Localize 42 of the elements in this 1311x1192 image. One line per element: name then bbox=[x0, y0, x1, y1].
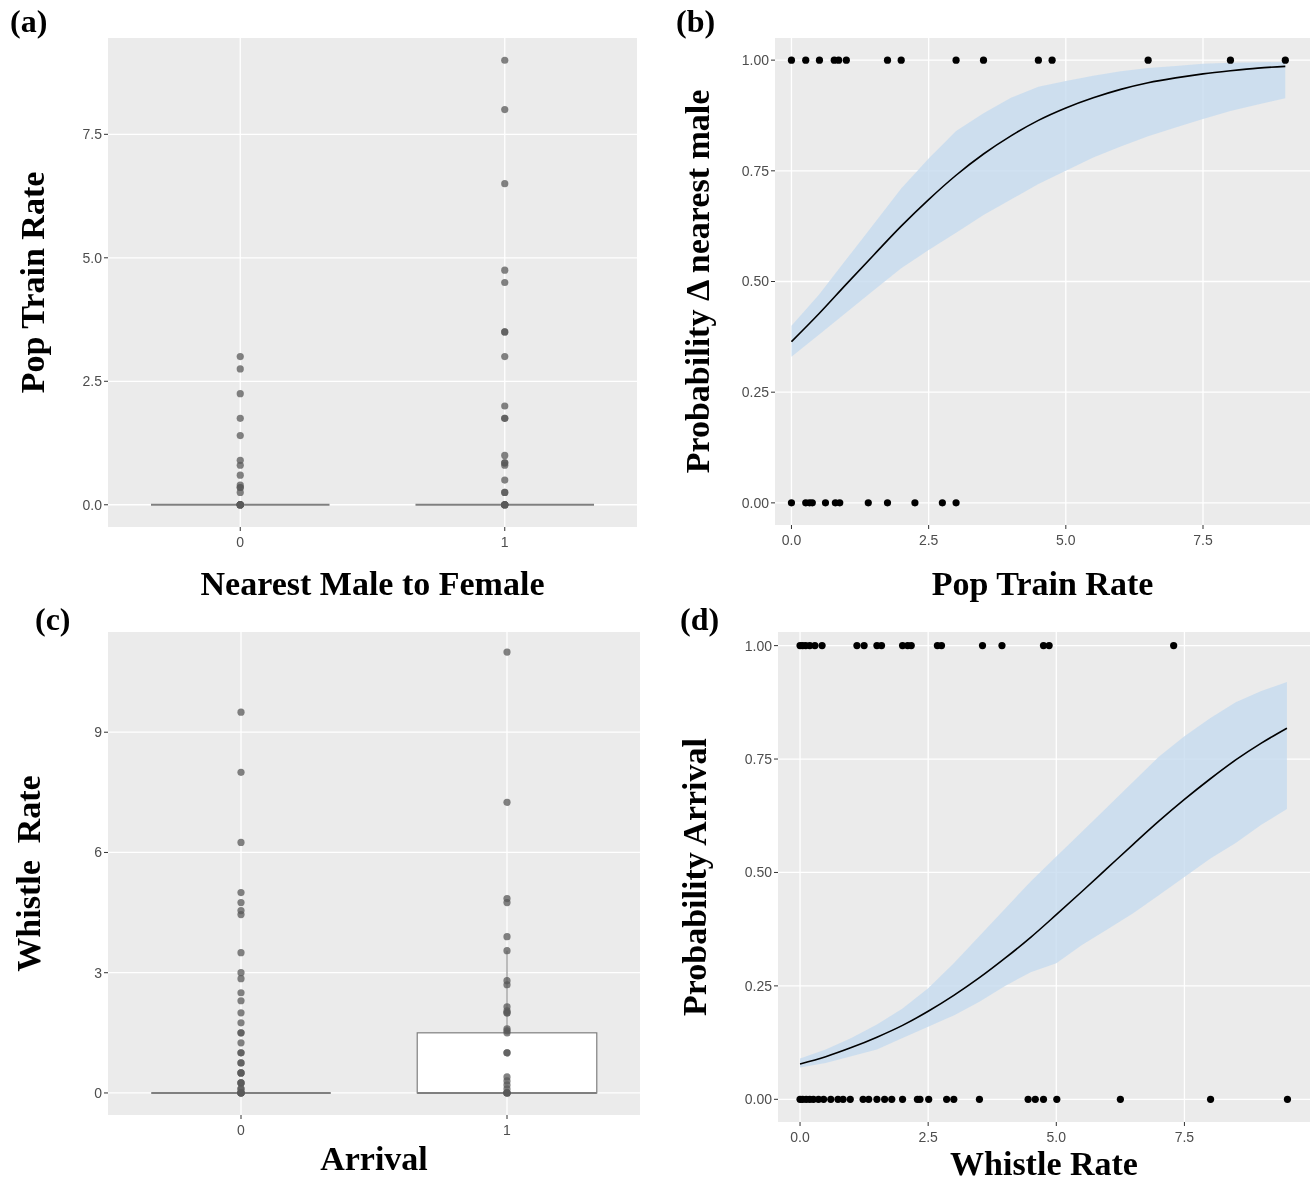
y-tick-label: 1.00 bbox=[744, 637, 773, 654]
y-tick-label: 0.00 bbox=[744, 1091, 773, 1108]
x-tick-label: 2.5 bbox=[918, 532, 939, 548]
y-tick-label: 2.5 bbox=[82, 373, 103, 390]
x-tick-label: 1 bbox=[503, 1122, 512, 1138]
text: (d) bbox=[680, 601, 720, 637]
y-tick-label: 3 bbox=[94, 964, 103, 981]
x-tick-label: 5.0 bbox=[1056, 532, 1076, 548]
x-tick-label: 1 bbox=[500, 534, 509, 550]
y-axis-title: Whistle Rate bbox=[9, 775, 47, 972]
x-axis-title: Pop Train Rate bbox=[931, 565, 1154, 602]
x-axis-title: Nearest Male to Female bbox=[200, 565, 545, 602]
y-axis-title: Probability Arrival bbox=[675, 738, 713, 1016]
y-tick-label: 0.50 bbox=[744, 864, 773, 881]
x-tick-label: 7.5 bbox=[1174, 1129, 1195, 1145]
x-tick-label: 0 bbox=[236, 534, 245, 550]
y-tick-label: 9 bbox=[94, 724, 103, 741]
x-tick-label: 5.0 bbox=[1046, 1129, 1067, 1145]
y-tick-label: 0.00 bbox=[741, 494, 770, 511]
y-axis-title: Pop Train Rate bbox=[13, 171, 51, 394]
x-tick-label: 0.0 bbox=[781, 532, 802, 548]
x-axis-title: Whistle Rate bbox=[950, 1145, 1138, 1182]
text: (b) bbox=[676, 3, 716, 39]
y-tick-label: 0.0 bbox=[82, 496, 103, 513]
y-tick-label: 0.75 bbox=[741, 162, 770, 179]
text: (a) bbox=[10, 3, 48, 39]
y-tick-label: 1.00 bbox=[741, 52, 770, 69]
y-tick-label: 6 bbox=[94, 844, 103, 861]
text: (c) bbox=[35, 601, 71, 637]
y-tick-label: 7.5 bbox=[82, 126, 103, 143]
y-tick-label: 0.25 bbox=[741, 384, 770, 401]
y-tick-label: 0.75 bbox=[744, 750, 773, 767]
y-tick-label: 0 bbox=[94, 1084, 103, 1101]
y-axis-title: Probability Δ nearest male bbox=[678, 89, 716, 474]
y-tick-label: 0.50 bbox=[741, 273, 770, 290]
x-tick-label: 2.5 bbox=[918, 1129, 939, 1145]
x-tick-label: 7.5 bbox=[1193, 532, 1213, 548]
x-tick-label: 0.0 bbox=[790, 1129, 810, 1145]
y-tick-label: 0.25 bbox=[744, 977, 773, 994]
x-tick-label: 0 bbox=[237, 1122, 246, 1138]
x-axis-title: Arrival bbox=[320, 1140, 428, 1177]
y-tick-label: 5.0 bbox=[82, 249, 103, 266]
